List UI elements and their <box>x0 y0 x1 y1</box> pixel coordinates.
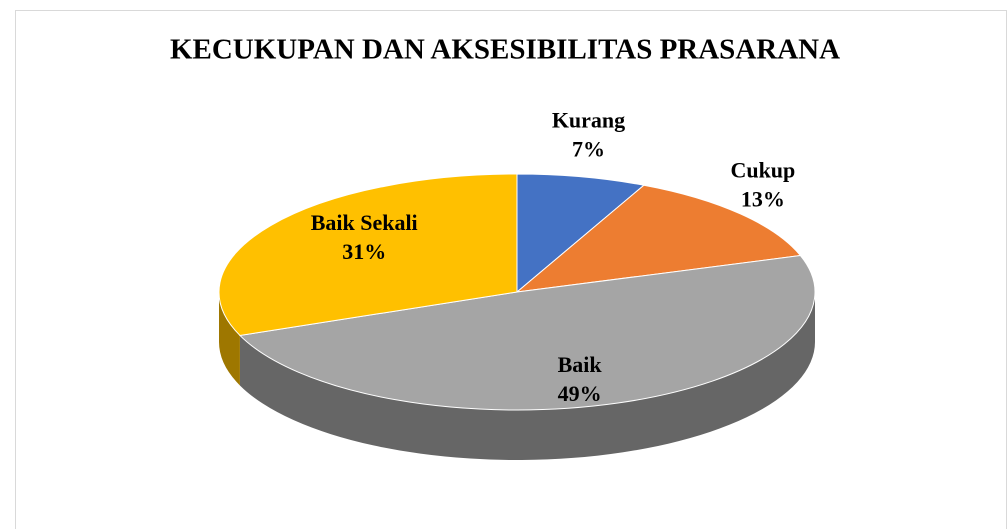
slice <box>238 255 816 411</box>
chart-title: KECUKUPAN DAN AKSESIBILITAS PRASARANA <box>170 34 840 66</box>
data-label-name: Baik Sekali <box>311 210 418 235</box>
slice-side <box>239 292 815 461</box>
slice <box>218 173 518 336</box>
data-label-value: 31% <box>342 239 386 264</box>
data-label-value: 7% <box>572 137 605 162</box>
slice-side <box>219 292 240 386</box>
slice <box>515 184 802 293</box>
data-label-name: Baik <box>558 352 603 377</box>
data-label-value: 49% <box>558 381 602 406</box>
data-label-name: Cukup <box>730 158 795 183</box>
slice <box>516 173 646 294</box>
data-label-value: 13% <box>741 187 785 212</box>
data-label-name: Kurang <box>552 108 625 133</box>
